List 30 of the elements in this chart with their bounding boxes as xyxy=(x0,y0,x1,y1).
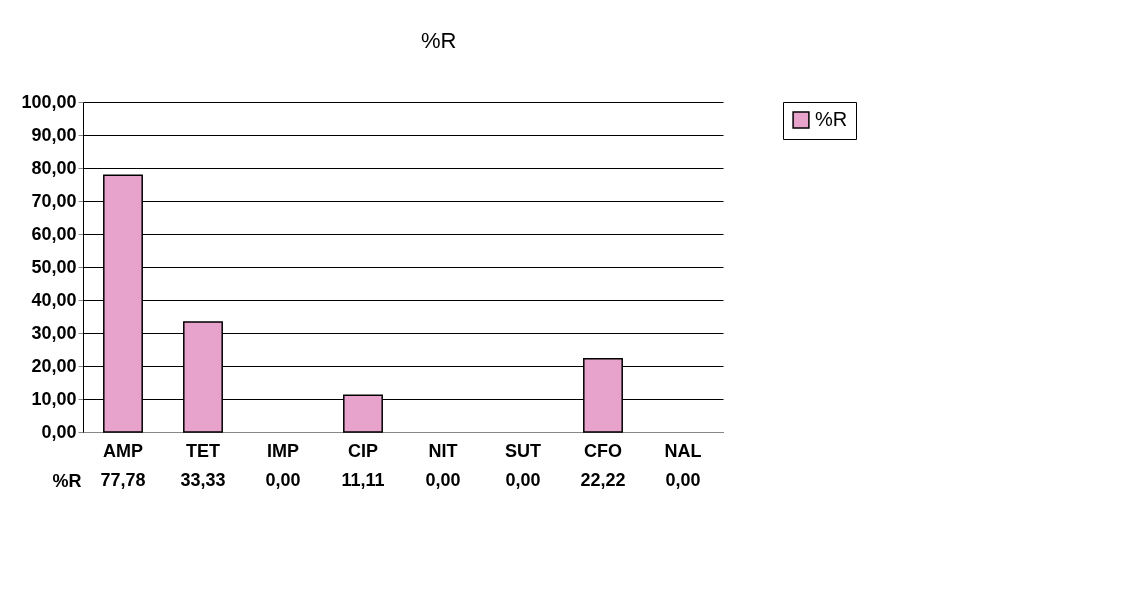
data-label: 77,78 xyxy=(100,470,146,490)
text: %R xyxy=(52,470,82,491)
x-tick-label: TET xyxy=(186,440,220,461)
y-tick-label: 0,00 xyxy=(41,421,77,442)
y-tick-label: 40,00 xyxy=(31,289,77,310)
data-label: 33,33 xyxy=(180,470,226,490)
x-tick-label: CIP xyxy=(347,440,379,461)
data-label: 0,00 xyxy=(665,470,701,490)
x-tick-label: NIT xyxy=(428,440,458,461)
y-tick-label: 60,00 xyxy=(31,223,77,244)
data-label: 0,00 xyxy=(265,470,301,490)
data-label: 22,22 xyxy=(580,470,626,490)
x-tick-label: NAL xyxy=(664,440,702,461)
y-tick-label: 100,00 xyxy=(21,91,77,112)
y-tick-label: 70,00 xyxy=(31,190,77,211)
data-label: 11,11 xyxy=(341,470,385,490)
y-tick-label: 50,00 xyxy=(31,256,77,277)
y-tick-label: 30,00 xyxy=(31,322,77,343)
chart-title: %R xyxy=(421,28,457,53)
y-tick-label: 10,00 xyxy=(31,388,77,409)
data-label: 0,00 xyxy=(505,470,541,490)
y-tick-label: 20,00 xyxy=(31,355,77,376)
data-label: 0,00 xyxy=(425,470,461,490)
y-tick-label: 90,00 xyxy=(31,124,77,145)
x-tick-label: CFO xyxy=(584,440,622,461)
x-tick-label: IMP xyxy=(266,440,300,461)
x-tick-label: SUT xyxy=(505,440,541,461)
x-tick-label: AMP xyxy=(103,440,143,461)
legend-label: %R xyxy=(815,108,848,130)
y-tick-label: 80,00 xyxy=(31,157,77,178)
